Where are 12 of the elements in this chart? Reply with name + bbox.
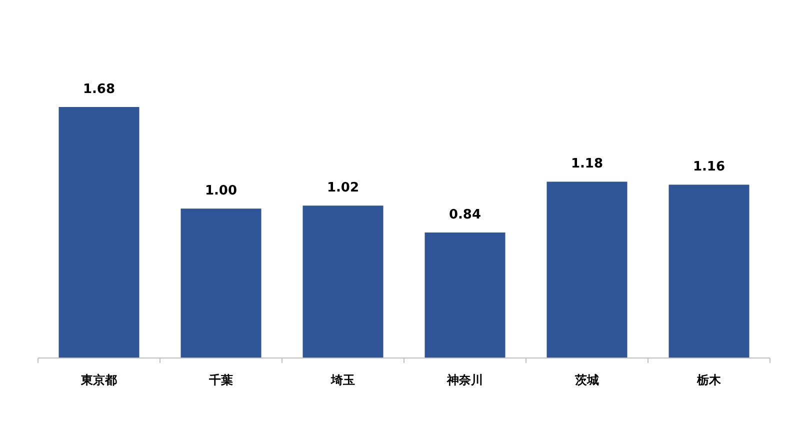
x-tick-label: 埼玉 bbox=[330, 373, 355, 387]
x-tick-label: 茨城 bbox=[574, 373, 599, 387]
data-label: 1.02 bbox=[326, 180, 360, 196]
data-label: 0.84 bbox=[448, 208, 482, 222]
data-label: 1.00 bbox=[204, 184, 238, 199]
data-label: 1.18 bbox=[570, 156, 604, 172]
x-tick-label: 東京都 bbox=[80, 373, 117, 387]
x-tick-label: 栃木 bbox=[696, 373, 722, 387]
x-tick-label: 千葉 bbox=[208, 373, 233, 387]
data-label: 1.16 bbox=[692, 160, 726, 175]
x-tick-label: 神奈川 bbox=[446, 373, 483, 387]
data-label: 1.68 bbox=[82, 82, 116, 97]
